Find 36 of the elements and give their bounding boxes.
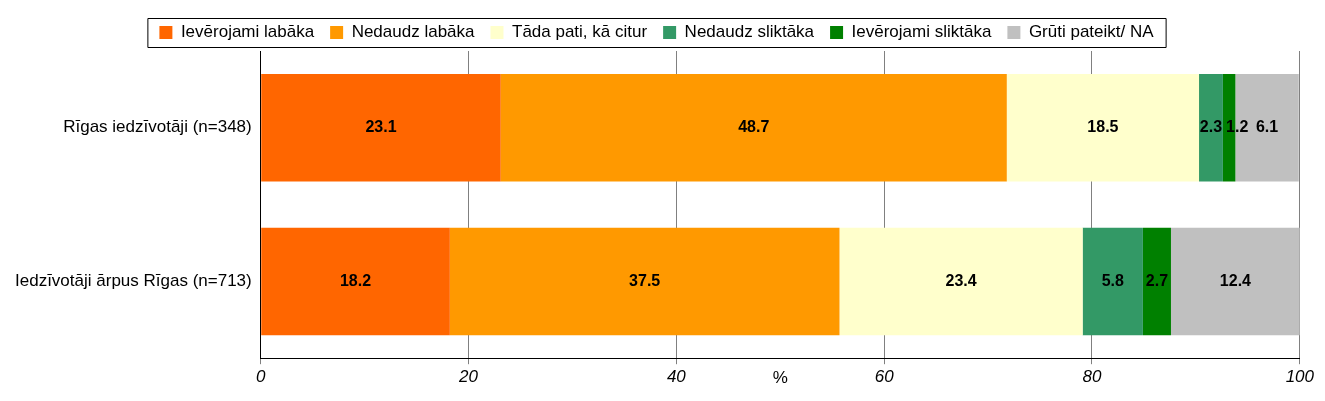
bar: [1082, 227, 1143, 336]
x-tick-label: 20: [458, 367, 479, 387]
bar: [261, 74, 501, 182]
bar: [449, 227, 840, 336]
x-tick-label: 40: [666, 367, 687, 387]
legend-label: Grūti pateikt/ NA: [1028, 22, 1155, 42]
legend-label: Nedaudz sliktāka: [684, 22, 815, 42]
y-tick-label: Iedzīvotāji ārpus Rīgas (n=713): [14, 271, 252, 291]
bar: [1199, 74, 1223, 182]
x-tick-label: 60: [874, 367, 895, 387]
data-label: 48.7: [738, 118, 770, 136]
bar: [1142, 227, 1171, 336]
data-label: 18.2: [339, 271, 372, 289]
legend-label: Ievērojami sliktāka: [851, 22, 992, 42]
data-label: 6.1: [1255, 118, 1279, 136]
bar: [1170, 227, 1300, 336]
x-tick-label: 0: [255, 367, 266, 387]
data-label: 2.7: [1145, 271, 1169, 289]
data-label: 23.1: [365, 118, 397, 136]
data-label: 5.8: [1101, 271, 1124, 289]
legend-label: Tāda pati, kā citur: [511, 22, 648, 42]
bar: [1006, 74, 1200, 182]
legend-label: Nedaudz labāka: [351, 22, 476, 42]
y-tick-label: Rīgas iedzīvotāji (n=348): [63, 117, 252, 137]
legend-label: Ievērojami labāka: [180, 22, 315, 42]
x-axis-title: %: [772, 368, 788, 388]
data-label: 37.5: [629, 271, 661, 289]
data-label: 2.3: [1199, 118, 1223, 136]
data-label: 18.5: [1087, 118, 1119, 136]
x-tick-label: 80: [1082, 367, 1102, 387]
bar: [839, 227, 1083, 336]
data-label: 23.4: [945, 271, 977, 289]
x-tick-label: 100: [1285, 367, 1315, 387]
data-label: 12.4: [1219, 271, 1252, 289]
bar: [500, 74, 1007, 182]
bar: [261, 227, 450, 336]
